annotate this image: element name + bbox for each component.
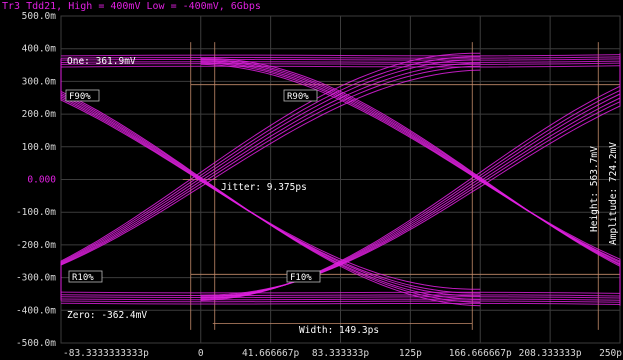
marker-tag-box [65,89,100,102]
y-tick-label: 200.0m [22,109,57,120]
eye-trace-low [60,296,621,299]
x-tick-label: 0 [198,348,204,359]
jitter-label: Jitter: 9.375ps [221,182,307,193]
eye-trace-low [60,294,621,297]
y-tick-label: -100.0m [16,207,56,218]
eye-trace-falling [60,58,481,307]
x-tick-label: 125p [399,348,422,359]
one-level-label: One: 361.9mV [67,56,136,67]
y-tick-label: -200.0m [16,240,56,251]
marker-tag-box [283,89,318,102]
measurement-labels: F90% R90% R10% F10% One: 361.9mV Zero: -362.4… [65,56,619,336]
y-tick-label: 300.0m [22,76,57,87]
y-tick-label: 500.0m [22,11,57,22]
eye-trace-high [60,65,621,68]
x-tick-label: -83.3333333333p [63,348,149,359]
y-tick-label: 100.0m [22,142,57,153]
marker-tag-label: R10% [72,273,94,283]
marker-tag-label: F10% [290,273,312,283]
eye-trace-high [60,60,621,63]
eye-trace-low [60,291,621,294]
marker-tag-box [68,270,103,283]
x-tick-label: 83.333333p [312,348,369,359]
eye-trace-falling [200,58,621,306]
marker-tag-label: R90% [287,92,309,102]
height-label: Height: 563.7mV [589,146,600,232]
eye-trace-low [60,302,621,306]
grid-lines [60,15,621,344]
eye-trace-high [60,56,621,59]
amplitude-label: Amplitude: 724.2mV [608,142,619,245]
eye-trace-low [60,300,621,303]
x-tick-label: 41.666667p [242,348,299,359]
y-tick-label: -500.0m [16,338,56,349]
y-tick-label: -400.0m [16,305,56,316]
width-label: Width: 149.3ps [299,325,379,336]
eye-trace-high [60,58,621,61]
x-tick-label: 208.333333p [519,348,582,359]
y-tick-label: 0.000 [27,175,56,186]
y-tick-label: -300.0m [16,273,56,284]
x-tick-label: 250p [599,348,622,359]
x-axis-tick-labels: -83.3333333333p 0 41.666667p 83.333333p 125p… [63,348,622,359]
y-tick-label: 400.0m [22,44,57,55]
y-axis-tick-labels: 500.0m 400.0m 300.0m 200.0m 100.0m 0.000 -100.… [16,11,56,349]
eye-trace-high [60,62,621,65]
x-tick-label: 166.666667p [449,348,512,359]
eye-trace-high [60,54,621,57]
eye-trace-rising [60,52,481,301]
marker-tag-label: F90% [69,92,91,102]
zero-level-label: Zero: -362.4mV [67,310,147,321]
eye-trace-low [60,298,621,301]
chart-title: Tr3 Tdd21, High = 400mV Low = -400mV, 6G… [2,1,261,12]
marker-tag-box [286,270,321,283]
